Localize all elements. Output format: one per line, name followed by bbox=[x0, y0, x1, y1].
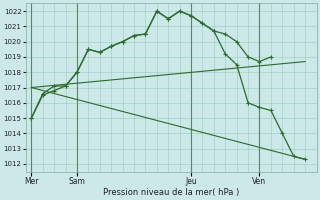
X-axis label: Pression niveau de la mer( hPa ): Pression niveau de la mer( hPa ) bbox=[103, 188, 239, 197]
